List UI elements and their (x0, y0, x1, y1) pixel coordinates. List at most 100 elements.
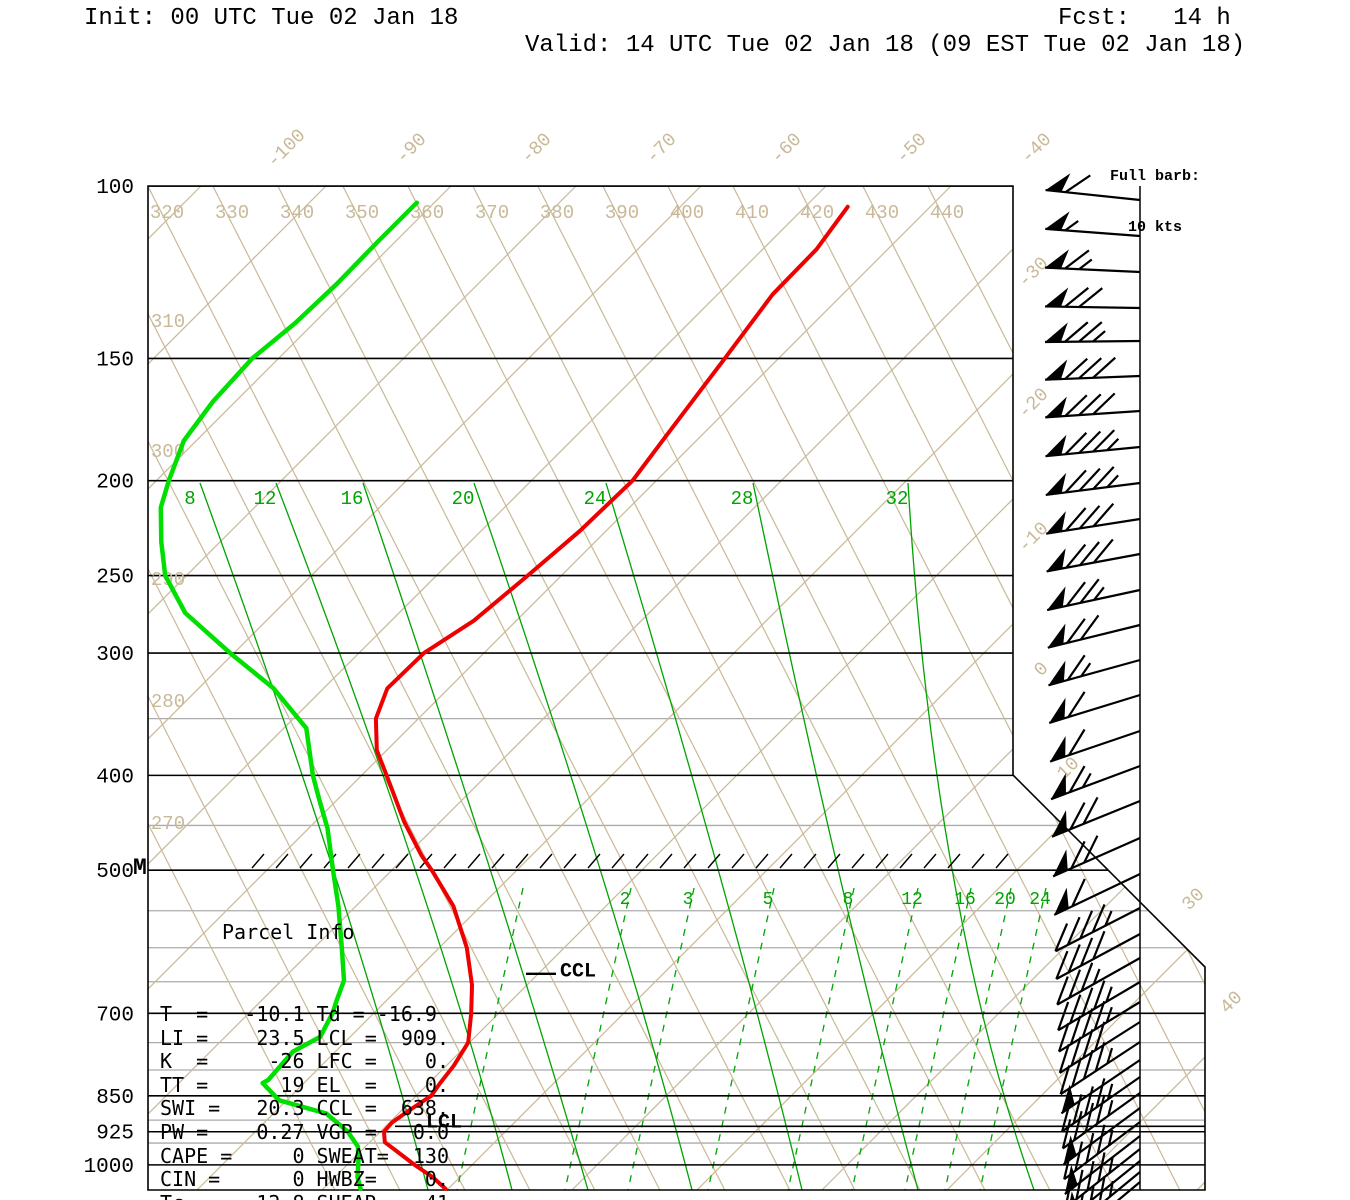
freezing-hatch-tick (587, 853, 601, 869)
freezing-hatch-tick (683, 853, 697, 869)
dry-adiabat-label-top: 390 (605, 202, 639, 224)
dry-adiabat-label-top: 440 (930, 202, 964, 224)
freezing-hatch-tick (539, 853, 553, 869)
freezing-level-marker: M (133, 855, 147, 881)
parcel-info-line: TT = 19 EL = 0. (160, 1072, 449, 1097)
freezing-hatch-tick (803, 853, 817, 869)
isotherm-line (148, 186, 952, 1190)
moist-adiabat-label: 28 (731, 488, 754, 510)
wind-barb (1061, 1092, 1141, 1150)
dry-adiabat-line (148, 186, 661, 1190)
parcel-info-line: LI = 23.5 LCL = 909. (160, 1025, 449, 1050)
freezing-hatch-tick (371, 853, 385, 869)
plot-border (147, 185, 1206, 1191)
ccl-marker-label: CCL (560, 960, 597, 984)
parcel-info-line: Tc = 12.8 SHEAR= 41 (160, 1191, 449, 1200)
mixing-ratio-line (564, 887, 632, 1190)
freezing-hatch-tick (299, 853, 313, 869)
moist-adiabat-line (473, 482, 693, 1190)
dewpoint-trace (158, 200, 420, 1192)
isotherm-line (148, 186, 1077, 1190)
isotherm-line (696, 186, 1205, 1190)
moist-adiabat-label: 16 (341, 488, 364, 510)
mixing-ratio-label: 3 (683, 890, 694, 910)
pressure-tick-label: 250 (96, 567, 134, 590)
pressure-tick-label: 700 (96, 1004, 134, 1027)
freezing-hatch-tick (611, 853, 625, 869)
dry-adiabat-label-top: 320 (150, 202, 184, 224)
isotherm-line (148, 186, 702, 1190)
mixing-ratio-line (851, 887, 919, 1190)
wind-barb (1045, 502, 1141, 535)
parcel-info-line: SWI = 20.3 CCL = 638. (160, 1096, 449, 1121)
dry-adiabat-line (277, 186, 791, 1190)
wind-barb (1056, 957, 1141, 1006)
mixing-ratio-label: 24 (1029, 890, 1051, 910)
wind-barb-column (1044, 173, 1141, 1200)
isotherm-line (321, 186, 1205, 1190)
pressure-tick-label: 850 (96, 1087, 134, 1110)
freezing-hatch-tick (971, 853, 985, 869)
freezing-hatch-tick (851, 853, 865, 869)
wind-barb (1054, 904, 1141, 953)
freezing-hatch-tick (515, 853, 529, 869)
wind-barb (1045, 392, 1141, 419)
dry-adiabat-line (148, 186, 401, 1190)
freezing-hatch-tick (635, 853, 649, 869)
freezing-hatch-tick (347, 853, 361, 869)
dry-adiabat-line (927, 186, 1205, 1190)
mixing-ratio-label: 12 (901, 890, 923, 910)
wind-barb (1048, 654, 1141, 687)
dry-adiabat-label-top: 400 (670, 202, 704, 224)
freezing-hatch-tick (467, 853, 481, 869)
pressure-tick-label: 100 (96, 177, 134, 200)
dry-adiabat-line (732, 186, 1205, 1190)
wind-barb (1058, 1021, 1141, 1074)
dry-adiabat-label-top: 430 (865, 202, 899, 224)
isotherm-label-top: -60 (767, 129, 807, 169)
mixing-ratio-line (904, 887, 972, 1190)
isotherm-label-top: -40 (1017, 129, 1057, 169)
wind-barb (1049, 728, 1141, 763)
freezing-hatch-tick (491, 853, 505, 869)
moist-adiabat-label: 32 (886, 488, 909, 510)
dry-adiabat-label-top: 350 (345, 202, 379, 224)
dry-adiabat-label-left: 280 (151, 691, 185, 713)
isotherm-label-right: -10 (1014, 518, 1054, 558)
forecast-hour: Fcst: 14 h (1058, 5, 1231, 32)
dry-adiabat-line (667, 186, 1181, 1190)
moist-adiabat-line (275, 482, 513, 1190)
wind-barb (1047, 614, 1141, 649)
dry-adiabat-line (862, 186, 1205, 1190)
wind-barb (1057, 980, 1141, 1032)
mixing-ratio-label: 5 (763, 890, 774, 910)
wind-barb (1116, 1181, 1141, 1200)
dry-adiabat-label-top: 360 (410, 202, 444, 224)
wind-barb (1059, 1041, 1141, 1096)
wind-barb (1045, 249, 1141, 274)
moist-adiabat-line (907, 482, 1035, 1190)
dry-adiabat-line (148, 186, 336, 1190)
dry-adiabat-label-top: 380 (540, 202, 574, 224)
pressure-tick-label: 150 (96, 349, 134, 372)
freezing-hatch-tick (251, 853, 265, 869)
wind-barb (1045, 173, 1141, 202)
freezing-hatch-tick (875, 853, 889, 869)
pressure-tick-label: 200 (96, 472, 134, 495)
dry-adiabat-label-top: 420 (800, 202, 834, 224)
isotherm-label-top: -50 (892, 129, 932, 169)
wind-barb (1048, 691, 1141, 725)
isotherm-label-top: -90 (392, 129, 432, 169)
isotherm-label-right: 40 (1216, 987, 1248, 1019)
wind-barb (1046, 538, 1141, 573)
barb-legend-line2: 10 kts (1127, 219, 1182, 236)
freezing-hatch-tick (707, 853, 721, 869)
mixing-ratio-line (627, 887, 695, 1190)
valid-time: Valid: 14 UTC Tue 02 Jan 18 (09 EST Tue … (525, 32, 1246, 59)
wind-barb (1044, 321, 1141, 344)
moist-adiabat-label: 24 (584, 488, 607, 510)
dry-adiabat-line (537, 186, 1051, 1190)
freezing-hatch-tick (731, 853, 745, 869)
